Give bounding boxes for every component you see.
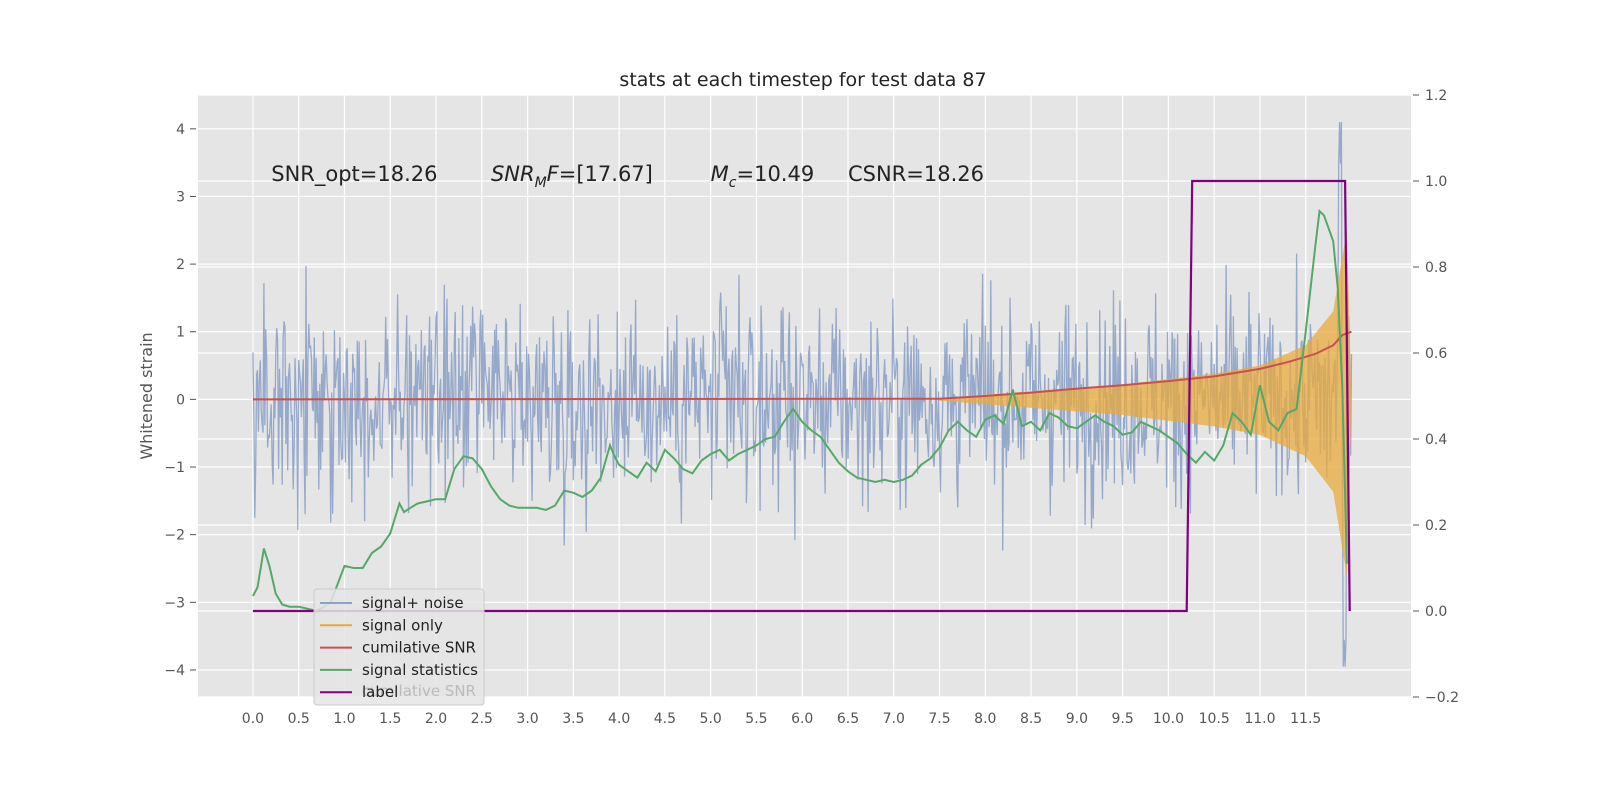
x-tick-label: 7.0	[883, 711, 905, 727]
annotation-main: M	[711, 162, 729, 186]
legend-entry: label	[362, 683, 398, 701]
annotation-text: SNR_opt=18.26	[271, 162, 437, 187]
y2-tick-label: −0.2	[1425, 690, 1459, 706]
legend-entry: signal statistics	[362, 661, 478, 679]
annotation-text: Mc=10.49	[711, 162, 815, 191]
annotation-tail: =10.49	[736, 162, 814, 186]
x-tick-label: 3.5	[562, 711, 584, 727]
legend-entry: signal only	[362, 616, 443, 634]
x-tick-label: 0.0	[242, 711, 264, 727]
x-tick-label: 6.5	[837, 711, 859, 727]
x-tick-label: 2.0	[425, 711, 447, 727]
x-tick-label: 4.0	[608, 711, 630, 727]
label-line	[252, 179, 1351, 613]
annotations: SNR_opt=18.26 SNRMF=[17.67] Mc=10.49 CSNR=1…	[271, 162, 984, 191]
y-tick-label: −4	[164, 663, 185, 679]
cumulative-snr-line	[252, 330, 1352, 401]
y-tick-label: 2	[176, 257, 185, 273]
x-tick-label: 4.5	[654, 711, 676, 727]
legend-entry: signal+ noise	[362, 594, 464, 612]
y-tick-label: −1	[164, 460, 185, 476]
x-tick-label: 1.0	[333, 711, 355, 727]
x-tick-label: 9.0	[1066, 711, 1088, 727]
legend-ghost-text: cumilative SNR	[362, 682, 476, 700]
x-tick-label: 11.5	[1290, 711, 1321, 727]
y-tick-label: 3	[176, 189, 185, 205]
annotation-subscript: M	[535, 175, 547, 191]
x-tick-label: 3.0	[516, 711, 538, 727]
series-layer	[252, 122, 1353, 667]
y2-tick-label: 1.0	[1425, 174, 1447, 190]
y-axis-label: Whitened strain	[137, 332, 156, 459]
annotation-main: SNR	[491, 162, 535, 186]
legend-box	[313, 588, 485, 706]
x-tick-label: 7.5	[928, 711, 950, 727]
y2-tick-label: 0.4	[1425, 432, 1447, 448]
x-tick-label: 10.5	[1199, 711, 1230, 727]
x-tick-label: 10.0	[1153, 711, 1184, 727]
y-tick-label: −2	[164, 528, 185, 544]
y2-tick-label: 0.2	[1425, 518, 1447, 534]
x-tick-label: 2.5	[471, 711, 493, 727]
x-tick-label: 8.5	[1020, 711, 1042, 727]
x-tick-label: 9.5	[1111, 711, 1133, 727]
x-tick-label: 6.0	[791, 711, 813, 727]
chart-title: stats at each timestep for test data 87	[619, 69, 986, 91]
annotation-text: SNRMF=[17.67]	[491, 162, 653, 191]
y2-tick-label: 0.6	[1425, 346, 1447, 362]
x-tick-label: 0.5	[288, 711, 310, 727]
annotation-subscript: c	[729, 175, 737, 191]
x-tick-label: 11.0	[1244, 711, 1275, 727]
legend[interactable]: cumilative SNR signal+ noise signal only cu…	[313, 588, 485, 706]
signal-only-area	[939, 230, 1352, 577]
x-tick-label: 5.0	[700, 711, 722, 727]
signal-statistics-line	[252, 208, 1348, 613]
x-tick-label: 8.0	[974, 711, 996, 727]
y-tick-label: −3	[164, 595, 185, 611]
y-tick-label: 0	[176, 392, 185, 408]
x-tick-label: 1.5	[379, 711, 401, 727]
ticks: 0.0 0.5 1.0 1.5 2.0 2.5 3.0 3.5 4.0 4.5 5.0 5.5 6.0 6…	[164, 88, 1459, 727]
annotation-text: CSNR=18.26	[848, 162, 984, 186]
x-tick-label: 5.5	[745, 711, 767, 727]
y-tick-label: 1	[176, 325, 185, 341]
y-tick-label: 4	[176, 122, 185, 138]
annotation-main: SNR_opt=18.26	[271, 162, 437, 187]
annotation-tail: F=[17.67]	[547, 162, 653, 186]
annotation-main: CSNR=18.26	[848, 162, 984, 186]
y2-tick-label: 0.0	[1425, 604, 1447, 620]
y2-tick-label: 1.2	[1425, 88, 1447, 104]
y2-tick-label: 0.8	[1425, 260, 1447, 276]
legend-entry: cumilative SNR	[362, 639, 476, 657]
